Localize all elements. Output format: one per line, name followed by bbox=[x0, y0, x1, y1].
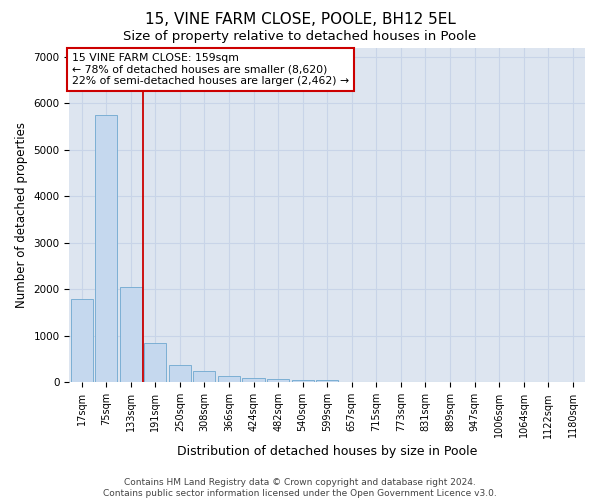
Text: 15 VINE FARM CLOSE: 159sqm
← 78% of detached houses are smaller (8,620)
22% of s: 15 VINE FARM CLOSE: 159sqm ← 78% of deta… bbox=[72, 52, 349, 86]
Bar bbox=[144, 344, 166, 382]
Bar bbox=[218, 376, 240, 382]
Y-axis label: Number of detached properties: Number of detached properties bbox=[15, 122, 28, 308]
Text: 15, VINE FARM CLOSE, POOLE, BH12 5EL: 15, VINE FARM CLOSE, POOLE, BH12 5EL bbox=[145, 12, 455, 28]
Bar bbox=[316, 380, 338, 382]
Bar bbox=[242, 378, 265, 382]
Text: Size of property relative to detached houses in Poole: Size of property relative to detached ho… bbox=[124, 30, 476, 43]
Bar bbox=[95, 115, 117, 382]
Bar bbox=[267, 379, 289, 382]
Bar bbox=[193, 371, 215, 382]
Bar bbox=[120, 286, 142, 382]
Bar bbox=[292, 380, 314, 382]
X-axis label: Distribution of detached houses by size in Poole: Distribution of detached houses by size … bbox=[177, 444, 478, 458]
Text: Contains HM Land Registry data © Crown copyright and database right 2024.
Contai: Contains HM Land Registry data © Crown c… bbox=[103, 478, 497, 498]
Bar bbox=[169, 364, 191, 382]
Bar bbox=[71, 298, 93, 382]
